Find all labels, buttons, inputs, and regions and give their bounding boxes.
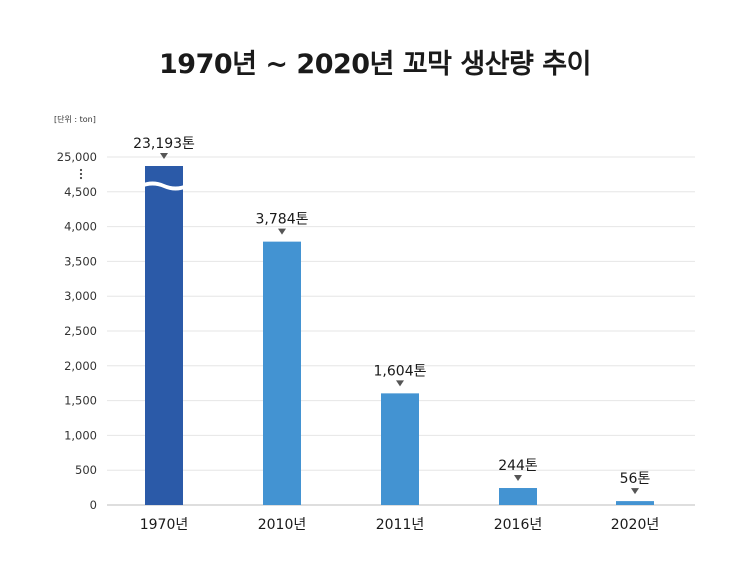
bar-1970년 — [145, 166, 183, 505]
chart-title: 1970년 ~ 2020년 꼬막 생산량 추이 — [159, 49, 591, 80]
unit-label: [단위 : ton] — [54, 115, 96, 124]
y-tick-label: 500 — [75, 463, 97, 477]
y-tick-label: 1,000 — [64, 428, 97, 442]
y-tick-label: 3,500 — [64, 254, 97, 268]
x-tick-label: 2011년 — [376, 517, 425, 533]
x-tick-label: 1970년 — [140, 517, 189, 533]
value-marker-icon — [396, 380, 404, 387]
y-tick-label: 3,000 — [64, 289, 97, 303]
axis-break-dot — [79, 176, 83, 180]
bar-2016년 — [499, 488, 537, 505]
y-tick-label: 2,000 — [64, 359, 97, 373]
bar-2011년 — [381, 393, 419, 505]
axis-break-dot — [79, 168, 83, 172]
bar-2010년 — [263, 241, 301, 505]
y-tick-label: 4,000 — [64, 220, 97, 234]
value-marker-icon — [278, 228, 286, 235]
data-label: 3,784톤 — [256, 212, 309, 228]
axis-break-dot — [79, 172, 83, 176]
value-marker-icon — [514, 475, 522, 482]
y-tick-label: 2,500 — [64, 324, 97, 338]
bar-2020년 — [616, 501, 654, 505]
data-label: 56톤 — [620, 471, 651, 487]
x-tick-label: 2016년 — [494, 517, 543, 533]
y-tick-label: 1,500 — [64, 394, 97, 408]
x-tick-label: 2020년 — [611, 517, 660, 533]
bar-break-mark — [141, 181, 187, 191]
y-tick-label: 4,500 — [64, 185, 97, 199]
data-label: 244톤 — [498, 458, 538, 474]
data-label: 23,193톤 — [133, 136, 195, 152]
data-label: 1,604톤 — [374, 363, 427, 379]
x-tick-label: 2010년 — [258, 517, 307, 533]
y-tick-label: 25,000 — [57, 150, 97, 164]
value-marker-icon — [631, 488, 639, 495]
y-tick-label: 0 — [90, 498, 97, 512]
value-marker-icon — [160, 153, 168, 159]
